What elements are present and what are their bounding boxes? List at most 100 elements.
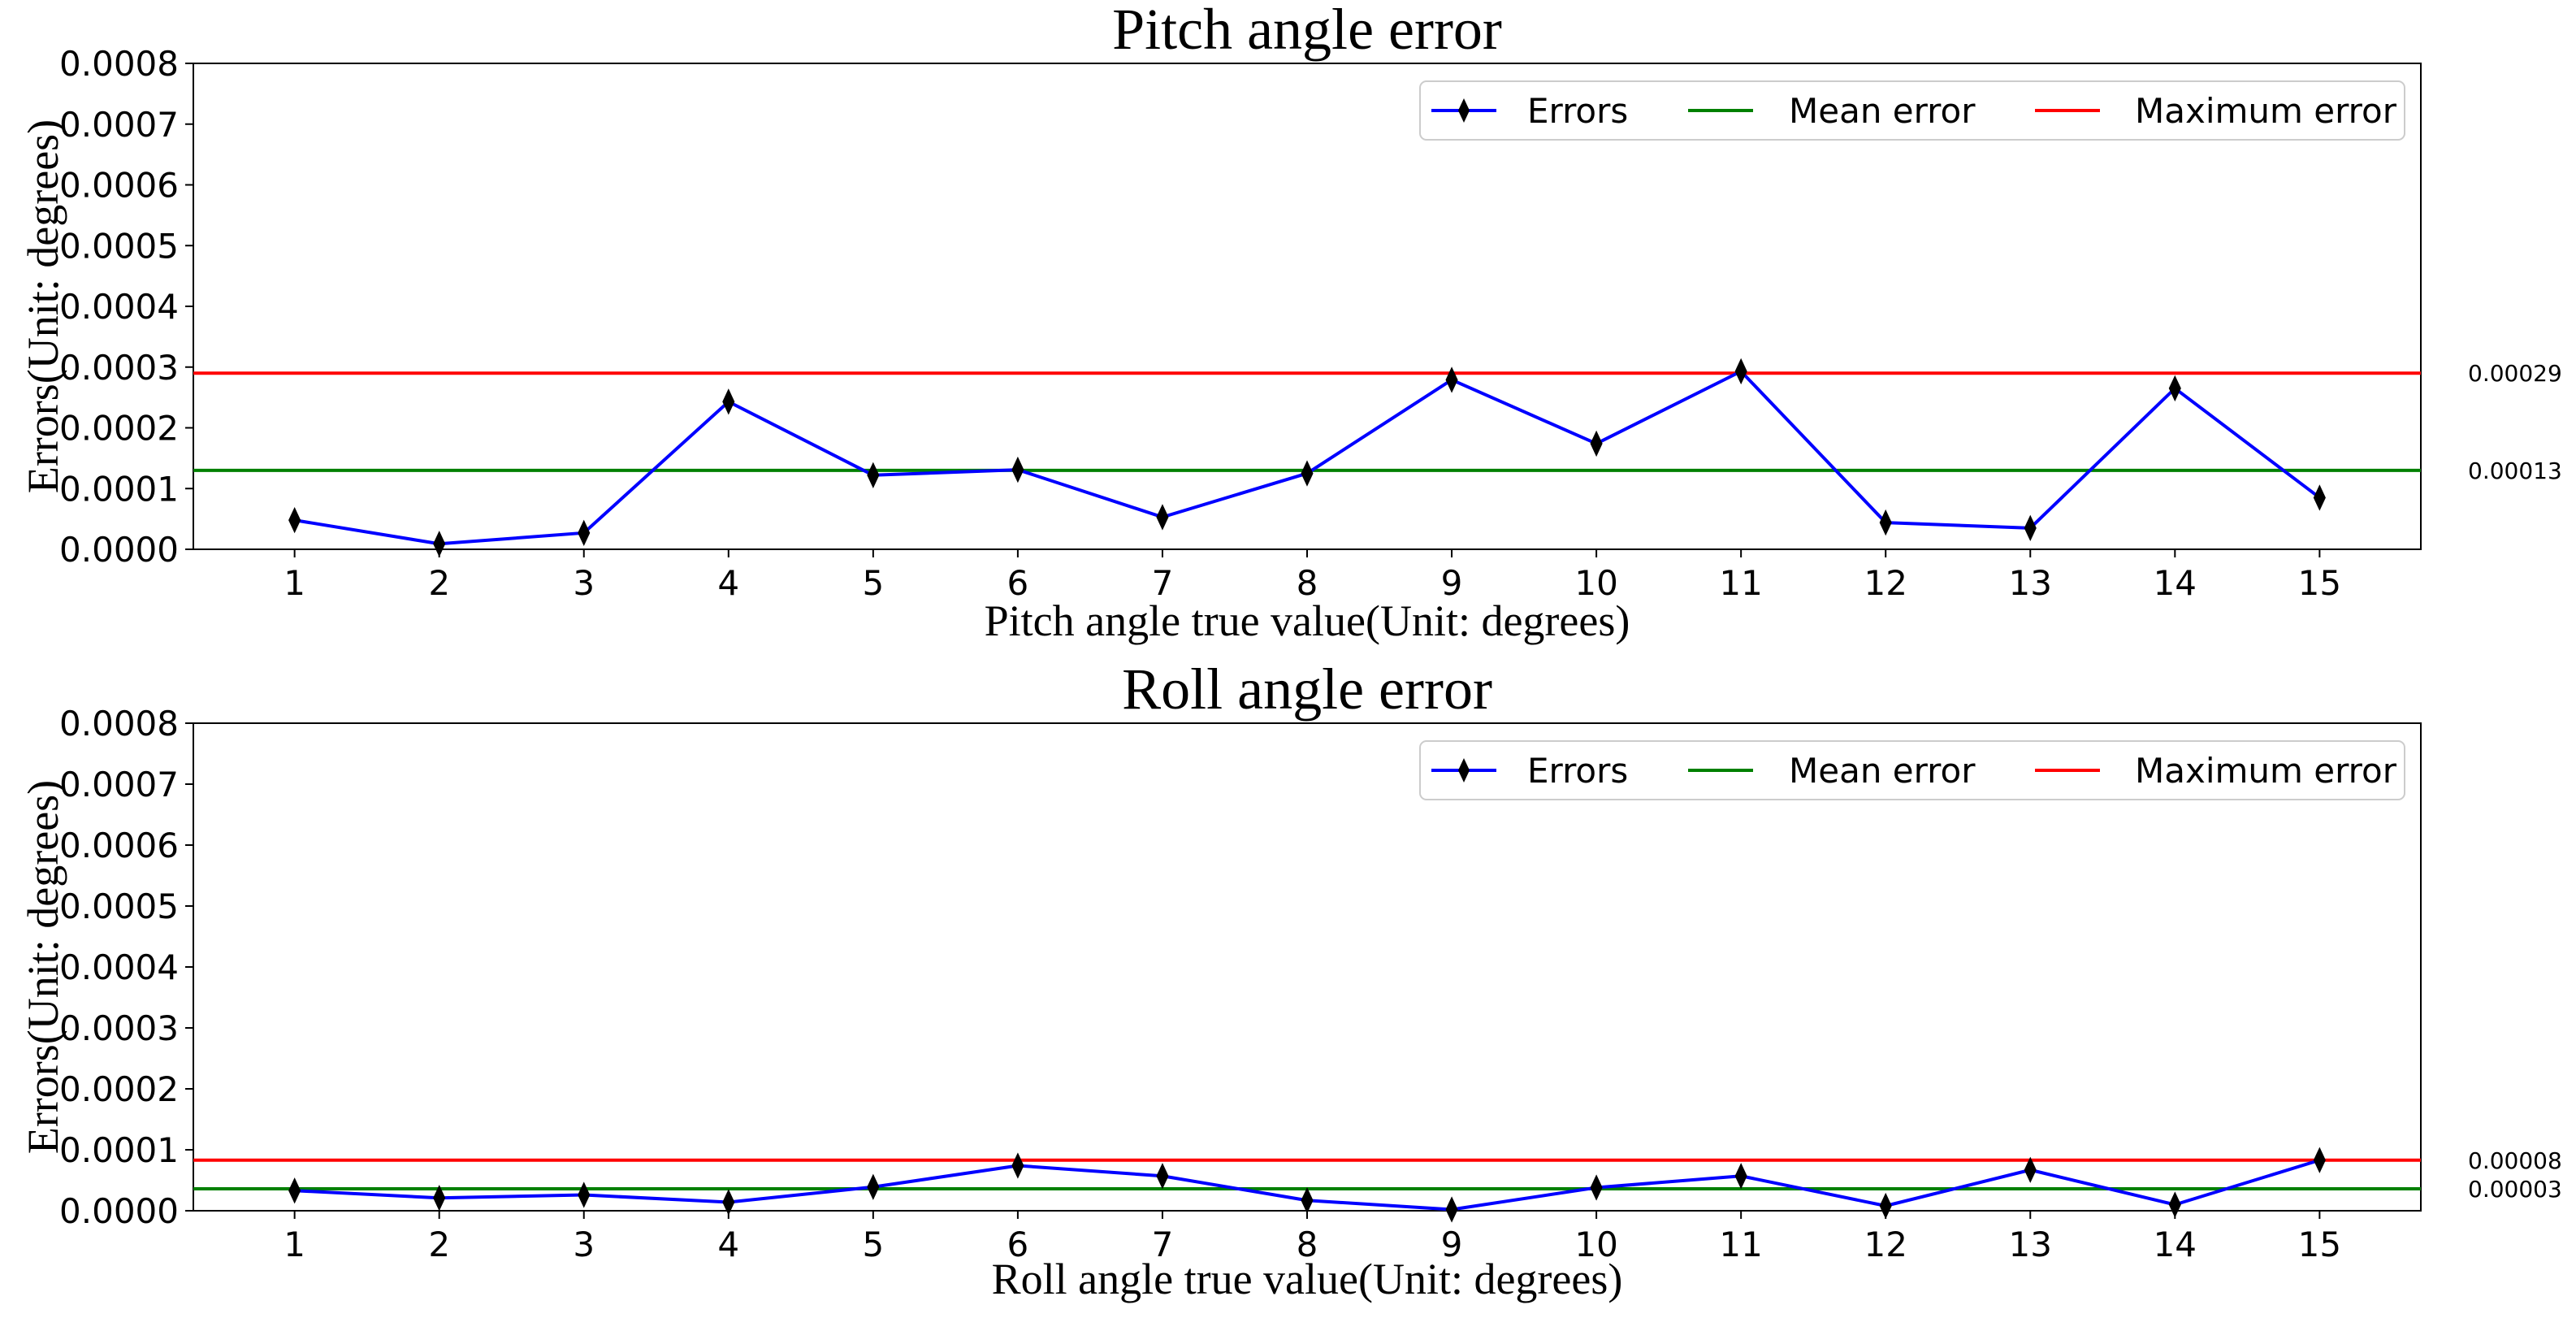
- roll-x-tick-label: 7: [1152, 1225, 1174, 1264]
- roll-mean-annotation: 0.00003: [2468, 1176, 2562, 1203]
- pitch-y-tick-label: 0.0008: [59, 44, 179, 84]
- roll-errors-point: [2313, 1147, 2326, 1173]
- pitch-legend: Errors Mean error Maximum error: [1419, 80, 2405, 141]
- pitch-x-tick-label: 9: [1441, 563, 1463, 603]
- pitch-x-tick-label: 15: [2298, 563, 2341, 603]
- roll-y-tick-label: 0.0001: [59, 1130, 179, 1170]
- pitch-x-tick-label: 3: [573, 563, 595, 603]
- roll-errors-point: [2024, 1156, 2037, 1183]
- roll-x-tick-label: 6: [1007, 1225, 1029, 1264]
- pitch-y-tick-label: 0.0005: [59, 226, 179, 266]
- pitch-errors-point: [722, 388, 735, 415]
- pitch-errors-point: [433, 531, 446, 557]
- roll-y-axis-label: Errors(Unit: degrees): [19, 780, 67, 1154]
- roll-errors-point: [1445, 1196, 1458, 1223]
- roll-errors-point: [578, 1181, 591, 1208]
- roll-legend-label: Errors: [1527, 751, 1628, 791]
- pitch-y-tick-label: 0.0000: [59, 530, 179, 570]
- pitch-y-tick-label: 0.0002: [59, 409, 179, 449]
- pitch-x-tick-label: 6: [1007, 563, 1029, 603]
- pitch-x-tick-label: 1: [284, 563, 305, 603]
- pitch-y-tick-label: 0.0007: [59, 105, 179, 145]
- pitch-x-tick-label: 12: [1864, 563, 1907, 603]
- pitch-errors-point: [2168, 375, 2181, 402]
- pitch-errors-point: [1445, 366, 1458, 393]
- roll-errors-point: [1734, 1163, 1747, 1190]
- pitch-errors-point: [1156, 504, 1169, 531]
- pitch-x-tick-label: 13: [2009, 563, 2052, 603]
- pitch-y-tick-label: 0.0006: [59, 166, 179, 206]
- pitch-x-tick-label: 2: [428, 563, 450, 603]
- pitch-y-tick-label: 0.0001: [59, 469, 179, 509]
- roll-x-tick-label: 14: [2154, 1225, 2197, 1264]
- roll-legend-label: Maximum error: [2135, 751, 2397, 791]
- roll-legend-label: Mean error: [1789, 751, 1976, 791]
- pitch-errors-point: [578, 519, 591, 547]
- pitch-x-tick-label: 11: [1719, 563, 1762, 603]
- roll-errors-point: [1011, 1152, 1024, 1179]
- pitch-y-tick-label: 0.0003: [59, 348, 179, 388]
- pitch-errors-point: [288, 506, 301, 534]
- roll-errors-point: [1879, 1192, 1892, 1220]
- pitch-legend-label: Mean error: [1789, 91, 1976, 131]
- roll-errors-point: [2168, 1191, 2181, 1218]
- roll-legend-marker: [1458, 758, 1470, 783]
- roll-y-tick-label: 0.0003: [59, 1008, 179, 1048]
- pitch-x-tick-label: 8: [1297, 563, 1318, 603]
- pitch-errors-point: [867, 462, 880, 488]
- roll-errors-point: [867, 1173, 880, 1200]
- pitch-errors-line: [294, 369, 2321, 546]
- roll-errors-point: [1156, 1163, 1169, 1190]
- roll-x-tick-label: 3: [573, 1225, 595, 1264]
- roll-errors-point: [288, 1177, 301, 1204]
- pitch-x-tick-label: 14: [2154, 563, 2197, 603]
- roll-errors-point: [1590, 1174, 1603, 1201]
- roll-y-tick-label: 0.0007: [59, 765, 179, 804]
- roll-chart-title: Roll angle error: [1122, 657, 1492, 722]
- roll-x-tick-label: 4: [717, 1225, 739, 1264]
- roll-legend-box: [1419, 740, 2405, 800]
- pitch-x-tick-label: 5: [862, 563, 884, 603]
- pitch-x-tick-label: 7: [1152, 563, 1174, 603]
- pitch-legend-box: [1419, 80, 2405, 141]
- pitch-errors-point: [2313, 484, 2326, 511]
- roll-x-tick-label: 13: [2009, 1225, 2052, 1264]
- pitch-legend-label: Errors: [1527, 91, 1628, 131]
- pitch-errors-point: [1301, 460, 1314, 487]
- pitch-x-tick-label: 4: [717, 563, 739, 603]
- roll-y-tick-label: 0.0002: [59, 1069, 179, 1109]
- roll-y-tick-label: 0.0005: [59, 887, 179, 926]
- pitch-max-annotation: 0.00029: [2468, 360, 2562, 387]
- roll-y-tick-label: 0.0004: [59, 947, 179, 987]
- roll-y-tick-label: 0.0000: [59, 1191, 179, 1231]
- roll-x-tick-label: 2: [428, 1225, 450, 1264]
- roll-chart: Roll angle error 0.0000 0.0001 0.0002 0.0003…: [19, 657, 2562, 1303]
- roll-x-tick-label: 1: [284, 1225, 305, 1264]
- roll-x-tick-label: 12: [1864, 1225, 1907, 1264]
- roll-errors-point: [1301, 1187, 1314, 1214]
- pitch-errors-point: [1879, 509, 1892, 536]
- pitch-errors-point: [2024, 514, 2037, 542]
- pitch-errors-point: [1734, 358, 1747, 385]
- roll-x-tick-label: 11: [1719, 1225, 1762, 1264]
- pitch-mean-annotation: 0.00013: [2468, 457, 2562, 484]
- roll-errors-point: [433, 1185, 446, 1212]
- roll-x-tick-label: 8: [1297, 1225, 1318, 1264]
- pitch-legend-marker: [1458, 98, 1470, 123]
- roll-x-tick-label: 5: [862, 1225, 884, 1264]
- roll-legend: Errors Mean error Maximum error: [1419, 740, 2405, 800]
- roll-x-tick-label: 15: [2298, 1225, 2341, 1264]
- pitch-x-axis-label: Pitch angle true value(Unit: degrees): [985, 596, 1630, 645]
- roll-y-tick-label: 0.0008: [59, 704, 179, 744]
- pitch-legend-label: Maximum error: [2135, 91, 2397, 131]
- roll-errors-point: [722, 1189, 735, 1216]
- pitch-x-tick-label: 10: [1574, 563, 1617, 603]
- roll-y-tick-label: 0.0006: [59, 826, 179, 865]
- roll-max-annotation: 0.00008: [2468, 1147, 2562, 1174]
- roll-x-axis-label: Roll angle true value(Unit: degrees): [992, 1255, 1623, 1303]
- pitch-y-axis-label: Errors(Unit: degrees): [19, 119, 67, 493]
- pitch-errors-point: [1011, 456, 1024, 483]
- pitch-errors-point: [1590, 430, 1603, 457]
- pitch-y-tick-label: 0.0004: [59, 287, 179, 327]
